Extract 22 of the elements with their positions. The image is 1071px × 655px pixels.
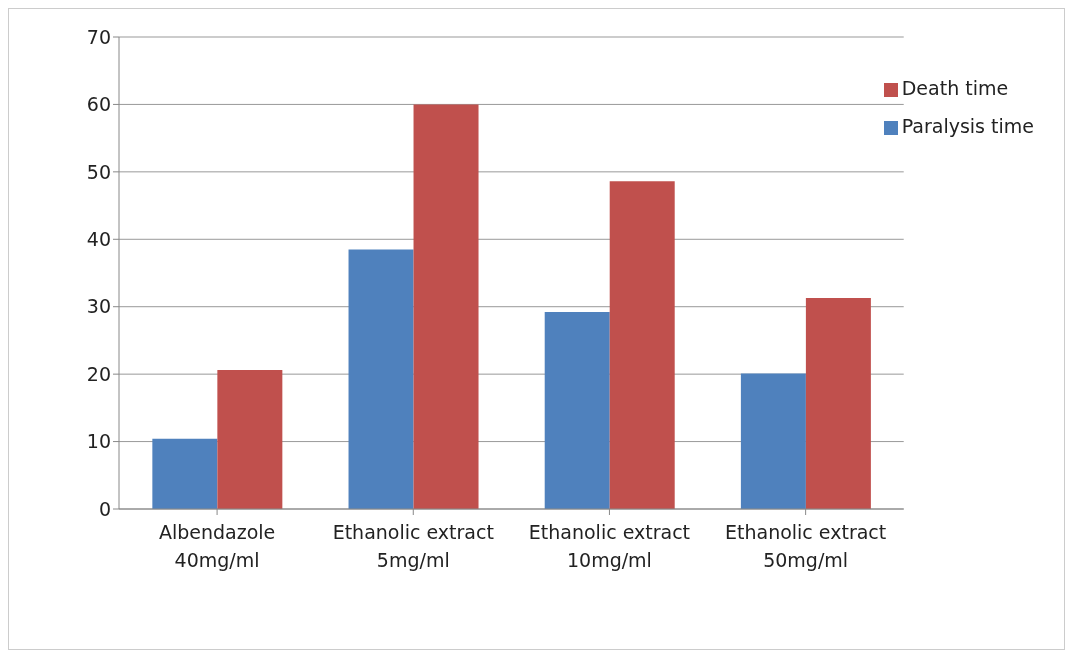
- legend-label: Paralysis time: [901, 115, 1034, 137]
- bar: [348, 249, 414, 509]
- y-tick-label: 30: [86, 295, 111, 318]
- bar: [805, 297, 871, 509]
- y-tick-label: 70: [86, 25, 111, 48]
- bar: [609, 181, 675, 509]
- bar: [740, 373, 806, 509]
- y-tick-label: 40: [86, 228, 111, 251]
- bar: [217, 370, 283, 509]
- x-tick-label: Albendazole 40mg/ml: [158, 521, 276, 571]
- bar: [152, 438, 218, 509]
- legend-label: Death time: [901, 77, 1009, 99]
- x-tick-label: Ethanolic extract 10mg/ml: [528, 521, 691, 571]
- x-tick-label: Ethanolic extract 5mg/ml: [332, 521, 494, 571]
- y-tick-label: 10: [86, 430, 111, 453]
- y-tick-label: 50: [86, 160, 111, 183]
- y-tick-label: 0: [98, 497, 111, 520]
- x-tick-label: Ethanolic extract 50mg/ml: [725, 521, 887, 571]
- y-tick-label: 20: [86, 362, 111, 385]
- bar: [544, 312, 610, 509]
- y-tick-label: 60: [86, 93, 111, 116]
- bar: [413, 104, 479, 509]
